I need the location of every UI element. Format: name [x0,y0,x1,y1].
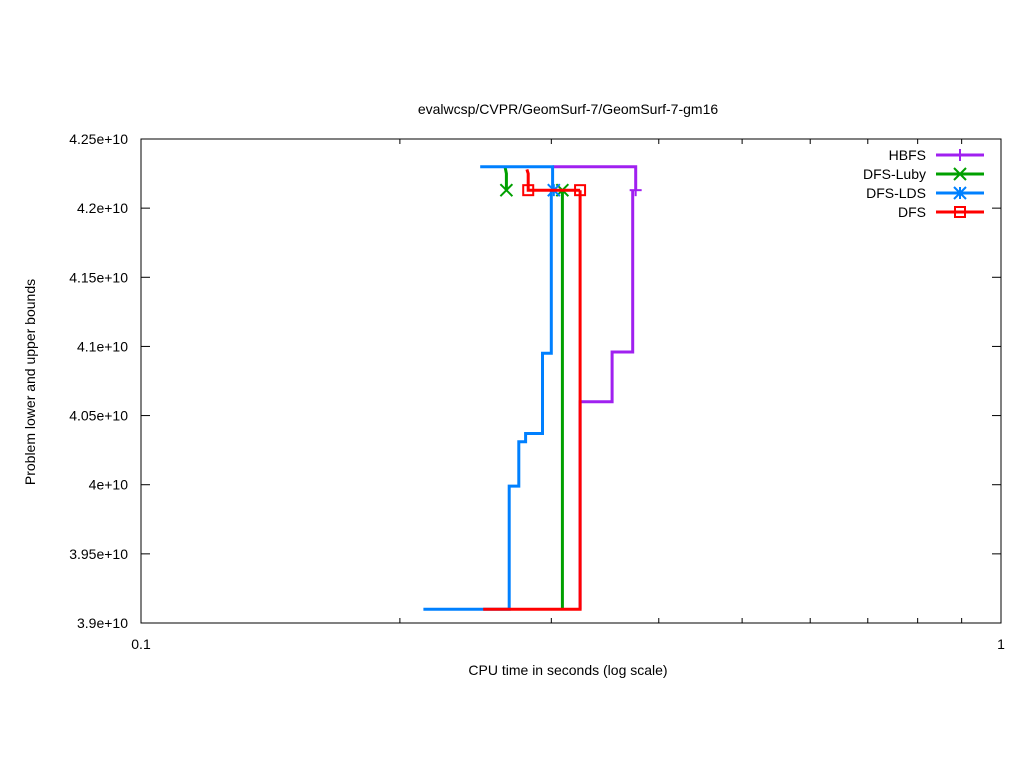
legend-entry: HBFS [889,147,984,163]
marker-stroke [954,206,966,218]
lower-bound-line [483,190,582,611]
x-axis-label: CPU time in seconds (log scale) [468,662,667,678]
legend-label: DFS-LDS [866,185,926,201]
axes: 3.9e+10 3.95e+10 4e+10 4.05e+10 4.1e+10 4.15e… [69,131,1005,652]
y-tick-label: 3.95e+10 [69,546,128,562]
upper-bound-line [525,168,581,192]
legend: HBFS DFS-Luby DFS-LDS DFS [863,147,984,220]
y-axis-label: Problem lower and upper bounds [22,279,38,485]
y-tick-label: 4e+10 [89,477,129,493]
legend-entry: DFS-LDS [866,185,984,201]
legend-label: DFS [898,204,926,220]
x-tick-label: 1 [997,636,1005,652]
legend-marker [953,186,967,200]
x-tick-label: 0.1 [131,636,151,652]
data-marker [499,183,514,197]
upper-bound-line [503,166,508,191]
upper-bound-line [552,165,638,191]
series-dfs-lds [423,165,561,611]
y-tick-label: 4.1e+10 [77,338,128,354]
legend-marker [954,206,966,218]
marker-stroke [574,184,587,197]
legend-label: HBFS [889,147,926,163]
legend-label: DFS-Luby [863,166,926,182]
legend-entry: DFS-Luby [863,166,984,182]
data-marker [522,184,535,197]
marker-stroke [953,167,967,181]
lower-bound-line [423,190,553,611]
marker-stroke [953,186,967,200]
marker-stroke [522,184,535,197]
y-tick-label: 4.25e+10 [69,131,128,147]
lower-bound-line [578,190,635,610]
legend-marker [954,149,966,161]
legend-entry: DFS [898,204,984,220]
data-marker [629,184,642,197]
series-dfs [483,168,587,611]
y-tick-label: 3.9e+10 [77,615,128,631]
y-tick-label: 4.05e+10 [69,408,128,424]
upper-bound-line [480,165,555,191]
legend-marker [953,167,967,181]
y-tick-label: 4.15e+10 [69,269,128,285]
y-tick-label: 4.2e+10 [77,200,128,216]
series-hbfs [552,165,642,610]
plot-series [423,165,642,611]
marker-stroke [499,183,514,197]
chart-title: evalwcsp/CVPR/GeomSurf-7/GeomSurf-7-gm16 [418,101,719,117]
plot-frame [140,138,1002,624]
data-marker [574,184,587,197]
